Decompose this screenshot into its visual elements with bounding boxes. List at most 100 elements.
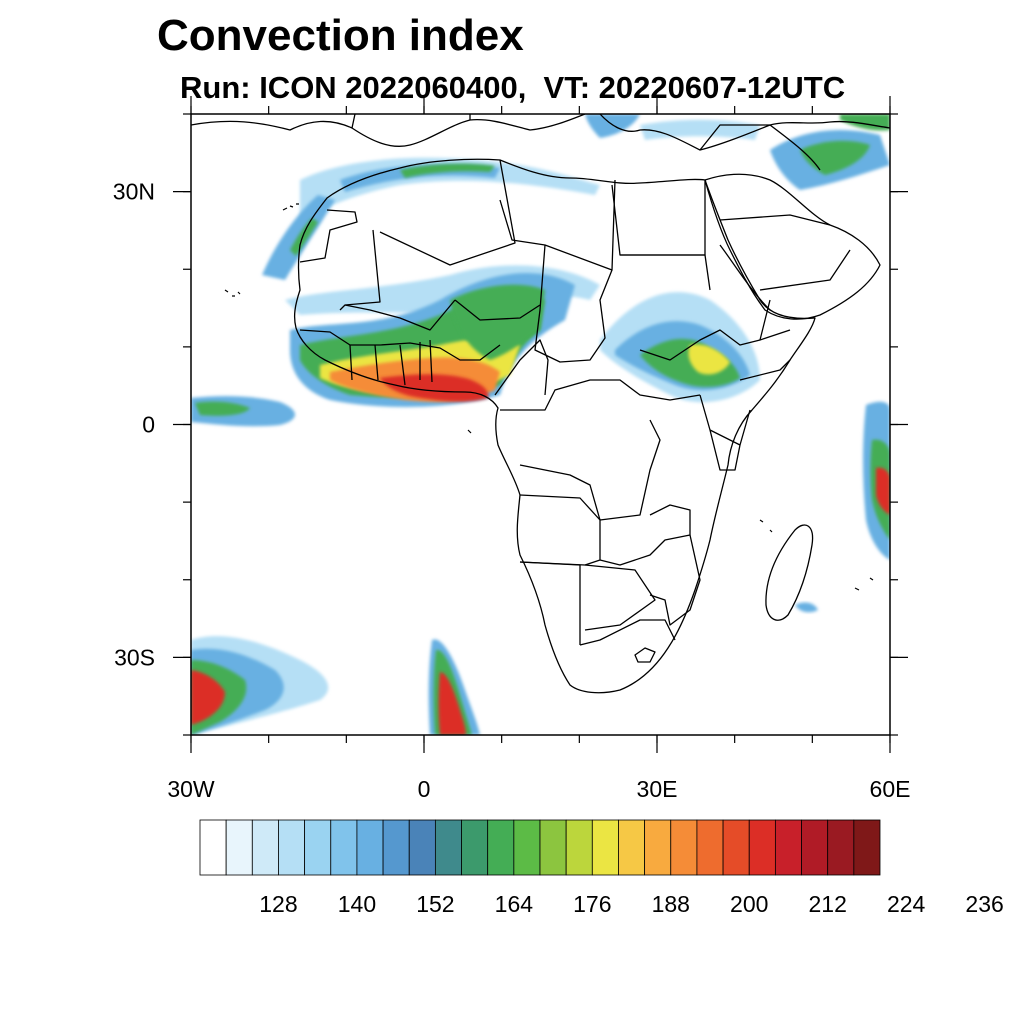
colorbar-swatch xyxy=(774,819,802,876)
border-east-africa xyxy=(699,394,751,471)
colorbar-swatch xyxy=(382,819,410,876)
border-niger-nigeria xyxy=(454,299,541,321)
border-chad-sudan xyxy=(534,244,613,363)
colorbar-swatch xyxy=(356,819,384,876)
black-sea-coast xyxy=(769,124,821,171)
colorbar-label: 164 xyxy=(495,891,534,917)
islands xyxy=(224,203,874,591)
convection-field xyxy=(191,114,890,735)
europe-coast xyxy=(191,114,890,151)
border-central-africa xyxy=(500,379,701,411)
border-south-africa xyxy=(579,619,676,646)
border-arabia-internal xyxy=(719,214,851,291)
cape-verde xyxy=(224,289,241,297)
colorbar-label: 188 xyxy=(652,891,690,917)
colorbar-swatch xyxy=(618,819,646,876)
colorbar-swatch xyxy=(199,819,227,876)
colorbar-swatch xyxy=(539,819,567,876)
colorbar-swatch xyxy=(434,819,462,876)
x-tick-label: 30E xyxy=(637,776,678,802)
border-egypt-sudan xyxy=(620,254,711,291)
colorbar-label: 212 xyxy=(809,891,847,917)
colorbar-label: 200 xyxy=(730,891,768,917)
colorbar-swatch xyxy=(408,819,436,876)
border-namibia-botswana xyxy=(519,561,656,645)
colorbar-swatch xyxy=(513,819,541,876)
x-tick-label: 60E xyxy=(870,776,911,802)
axis-ticks xyxy=(173,96,908,753)
field-blob-east-africa-yellow xyxy=(688,344,730,375)
colorbar-label: 140 xyxy=(338,891,376,917)
border-mozambique xyxy=(649,534,701,626)
colorbar-label: 128 xyxy=(259,891,297,917)
y-tick-label: 30N xyxy=(113,179,155,205)
arabian-peninsula xyxy=(704,173,881,320)
colorbar-swatch xyxy=(591,819,619,876)
colorbar-swatch xyxy=(670,819,698,876)
colorbar xyxy=(199,819,881,876)
comoros xyxy=(759,519,773,533)
colorbar-swatch xyxy=(461,819,489,876)
field-blob-mideast-north xyxy=(640,119,760,140)
colorbar-swatch xyxy=(827,819,855,876)
x-tick-label: 30W xyxy=(167,776,215,802)
colorbar-swatch xyxy=(644,819,672,876)
field-blob-nw-africa-green xyxy=(290,218,318,256)
y-tick-label: 30S xyxy=(114,644,155,670)
colorbar-labels: 128 140 152 164 176 188 200 212 224 236 xyxy=(259,891,1004,917)
colorbar-label: 176 xyxy=(573,891,611,917)
canary-islands xyxy=(282,203,299,211)
border-algeria-niger xyxy=(379,159,516,266)
colorbar-swatch xyxy=(304,819,332,876)
colorbar-label: 152 xyxy=(416,891,454,917)
y-tick-label: 0 xyxy=(142,412,155,438)
border-congo xyxy=(519,419,661,521)
field-blob-madagascar xyxy=(795,602,818,613)
border-ghana-togo xyxy=(399,339,433,386)
red-sea-coast xyxy=(719,244,771,311)
chart-subtitle: Run: ICON 2022060400, VT: 20220607-12UTC xyxy=(180,70,846,105)
sao-tome xyxy=(467,429,472,434)
colorbar-label: 236 xyxy=(965,891,1003,917)
mascarene xyxy=(854,577,874,591)
colorbar-swatch xyxy=(330,819,358,876)
europe-borders xyxy=(351,114,770,151)
field-blob-indian-ocean-red xyxy=(876,467,890,515)
border-nigeria-cameroon xyxy=(494,339,549,396)
border-zambia xyxy=(599,504,691,566)
colorbar-swatch xyxy=(801,819,829,876)
field-blob-west-africa-red xyxy=(380,374,489,402)
colorbar-swatch xyxy=(225,819,253,876)
border-mali-burkina xyxy=(344,299,456,331)
africa-coastline xyxy=(293,158,816,694)
field-blob-atlantic-equator-green xyxy=(195,401,250,416)
border-sahel-south xyxy=(299,329,501,361)
field-blob-south-atlantic-red xyxy=(191,670,225,725)
colorbar-swatch xyxy=(696,819,724,876)
map-frame xyxy=(190,113,891,736)
chart-title: Convection index xyxy=(157,11,524,60)
field-blob-nigeria-green xyxy=(450,284,545,360)
border-ethiopia-somalia xyxy=(739,299,791,381)
border-lesotho xyxy=(634,647,656,663)
border-algeria-mali xyxy=(339,229,381,311)
axis-tick-labels: 30W 0 30E 60E 30N 0 30S xyxy=(113,179,911,802)
colorbar-label: 224 xyxy=(887,891,926,917)
colorbar-swatch xyxy=(853,819,881,876)
field-blob-aegean xyxy=(585,114,640,138)
field-blob-mediterranean-green xyxy=(400,163,495,178)
colorbar-swatch xyxy=(748,819,776,876)
colorbar-swatch xyxy=(487,819,515,876)
x-tick-label: 0 xyxy=(418,776,431,802)
madagascar xyxy=(765,524,814,621)
border-morocco-algeria xyxy=(299,209,358,263)
colorbar-swatch xyxy=(722,819,750,876)
colorbar-swatch xyxy=(251,819,279,876)
border-ivory-coast xyxy=(349,344,379,381)
border-angola xyxy=(519,494,601,566)
colorbar-swatch xyxy=(565,819,593,876)
field-blob-south-plume-red xyxy=(438,672,466,735)
colorbar-swatch xyxy=(278,819,306,876)
border-libya-egypt xyxy=(611,180,706,256)
